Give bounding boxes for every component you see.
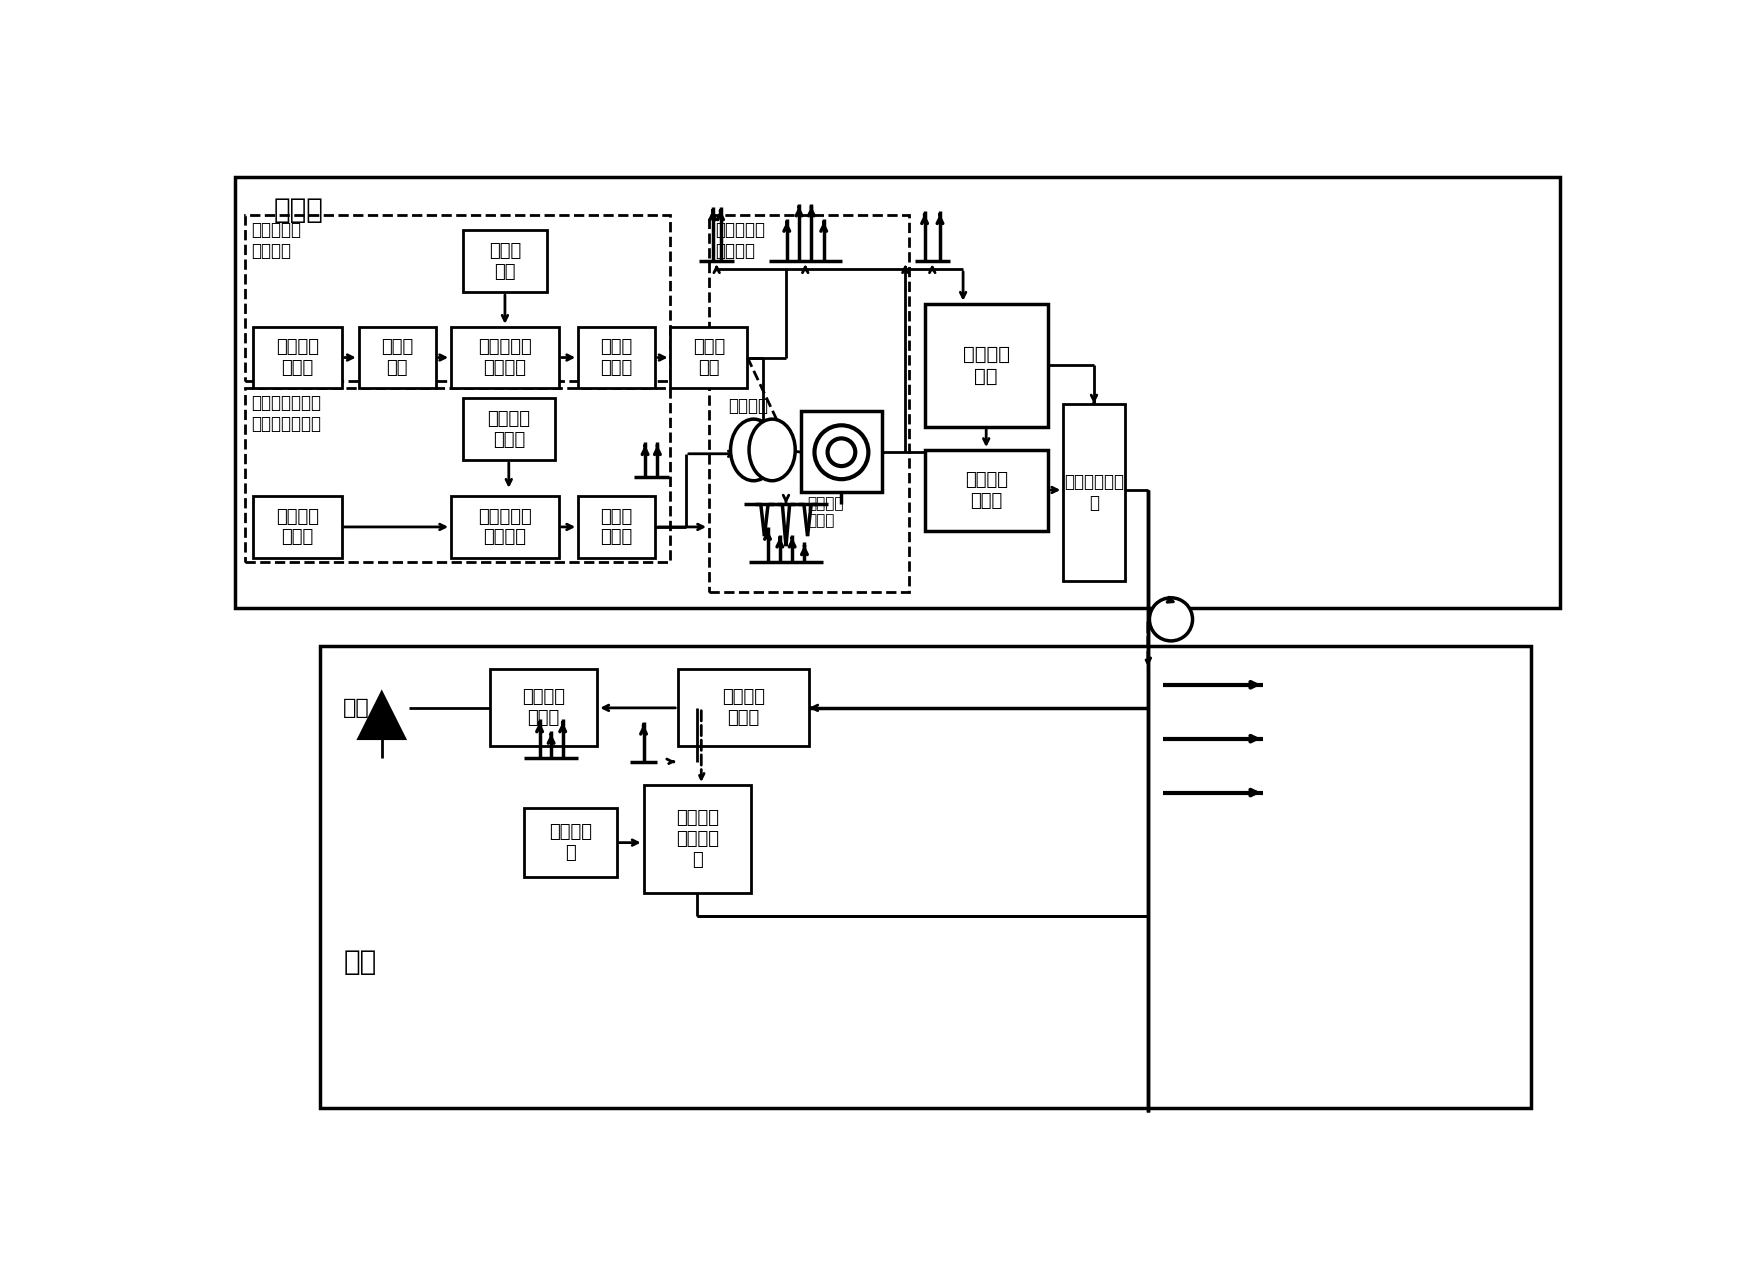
Text: 天线: 天线 [342,698,370,718]
Text: 第一马赫
曾德调制
器: 第一马赫 曾德调制 器 [676,810,718,868]
Circle shape [1150,597,1192,641]
Text: 偏振控
制器: 偏振控 制器 [381,338,412,377]
Bar [525,808,616,877]
Text: 第二光
放大器: 第二光 放大器 [600,338,632,377]
Circle shape [814,426,869,480]
Text: 光耦合器: 光耦合器 [728,398,767,416]
Text: 光纤布拉
格光栅: 光纤布拉 格光栅 [721,688,765,728]
Text: 硅基微环
谐振腔: 硅基微环 谐振腔 [806,496,842,528]
Bar [925,303,1048,427]
Bar [1062,404,1125,581]
Bar [709,215,909,592]
Text: 上行数据
源: 上行数据 源 [549,824,591,862]
Text: 第一光放
大器: 第一光放 大器 [962,345,1009,386]
Text: 第一光电检测
器: 第一光电检测 器 [1064,473,1123,512]
Text: 第二光电
检测器: 第二光电 检测器 [521,688,565,728]
Text: 第三光
放火器: 第三光 放火器 [600,508,632,546]
Text: 第三马赫曾
德调制器: 第三马赫曾 德调制器 [477,508,532,546]
Text: 基站: 基站 [342,948,376,976]
Bar [253,326,342,389]
Text: 可调窄带
滤波器: 可调窄带 滤波器 [963,471,1007,510]
Circle shape [827,439,855,466]
Bar [319,646,1530,1109]
Bar [670,326,748,389]
Text: 泵浦信号光
发生系统: 泵浦信号光 发生系统 [251,221,302,260]
Bar [253,496,342,558]
Ellipse shape [730,420,776,481]
Bar [358,326,435,389]
Bar [451,496,558,558]
Text: 下行数
据源: 下行数 据源 [488,242,521,280]
Text: 中心站: 中心站 [274,196,323,224]
Text: 第二马赫曾
德调制器: 第二马赫曾 德调制器 [477,338,532,377]
Bar [800,412,881,492]
Polygon shape [358,692,405,739]
Bar [642,785,751,893]
Bar [462,398,555,460]
Bar [925,450,1048,531]
Text: 第二可调
激光器: 第二可调 激光器 [276,508,319,546]
Text: 第一可调
激光器: 第一可调 激光器 [276,338,319,377]
Text: 硅基微环谐
振腔系统: 硅基微环谐 振腔系统 [714,221,765,260]
Bar [677,669,809,747]
Text: 三频率分量探测
信号光发生系统: 三频率分量探测 信号光发生系统 [251,394,321,434]
Bar [577,496,655,558]
Bar [246,389,670,561]
Ellipse shape [749,420,795,481]
Bar [451,326,558,389]
Bar [577,326,655,389]
Bar [462,230,548,292]
Bar [246,215,670,381]
Bar [490,669,597,747]
Bar [235,177,1558,608]
Text: 射频信号
发生器: 射频信号 发生器 [486,409,530,449]
Text: 可调滤
波器: 可调滤 波器 [693,338,725,377]
